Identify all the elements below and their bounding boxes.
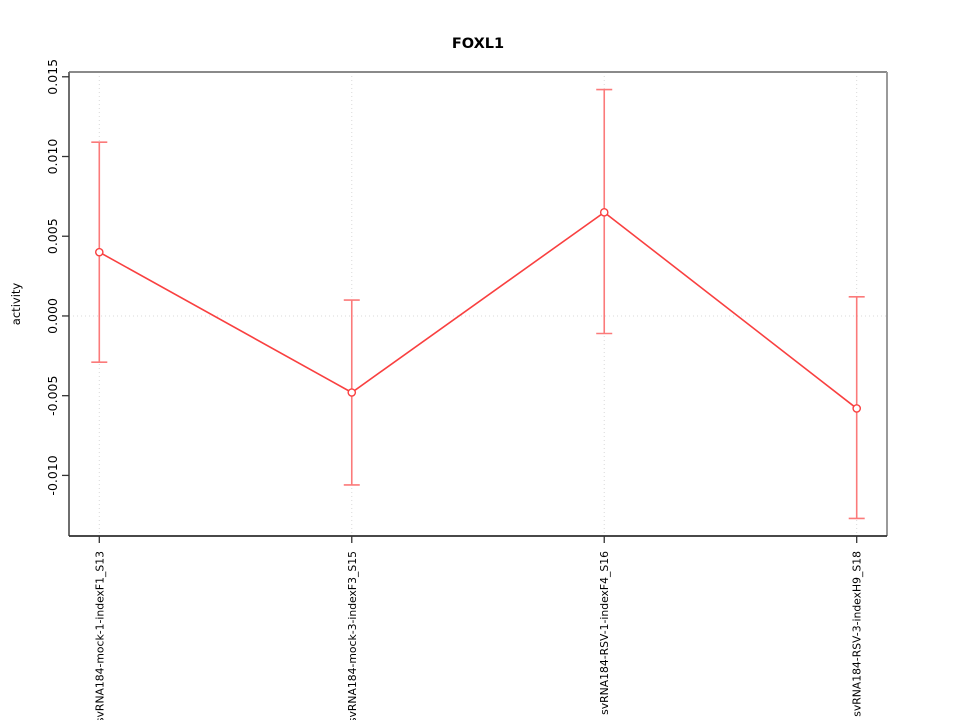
y-tick-label: 0.005: [45, 218, 60, 254]
y-tick-label: -0.005: [45, 376, 60, 416]
y-tick-label: 0.015: [45, 59, 60, 95]
chart-title: FOXL1: [452, 36, 504, 52]
x-category-label: svRNA184-mock-3-indexF3_S15: [346, 551, 359, 720]
y-tick-label: -0.010: [45, 455, 60, 495]
y-tick-label: 0.010: [45, 139, 60, 175]
series-line: [98, 211, 858, 410]
data-point-marker: [347, 388, 357, 397]
x-category-label: svRNA184-RSV-1-indexF4_S16: [598, 551, 611, 715]
data-point-marker: [852, 404, 862, 413]
x-category-label: svRNA184-mock-1-indexF1_S13: [93, 551, 106, 720]
data-point-marker: [94, 247, 104, 257]
x-category-label: svRNA184-RSV-3-indexH9_S18: [851, 551, 864, 717]
y-axis-title: activity: [9, 283, 23, 326]
data-point-marker: [599, 208, 609, 217]
y-tick-label: 0.000: [45, 298, 60, 334]
